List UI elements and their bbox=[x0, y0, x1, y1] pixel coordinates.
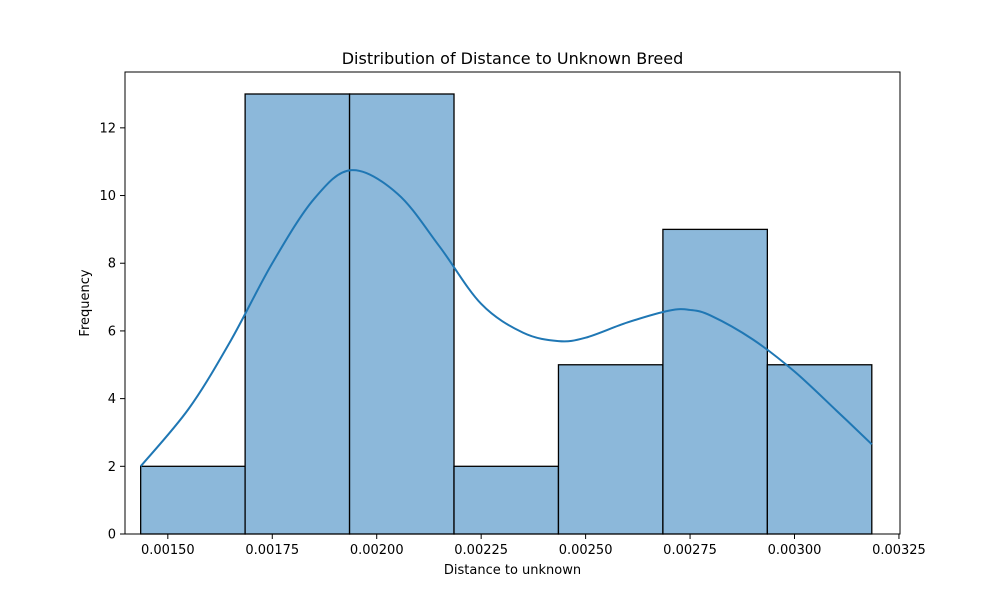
x-tick-label: 0.00325 bbox=[872, 543, 926, 558]
y-tick-label: 2 bbox=[108, 460, 116, 475]
kde-line bbox=[139, 169, 873, 467]
x-tick-label: 0.00150 bbox=[141, 543, 195, 558]
x-tick-label: 0.00225 bbox=[454, 543, 508, 558]
histogram-bar bbox=[766, 364, 873, 535]
bars-group bbox=[140, 93, 873, 535]
histogram-bar bbox=[244, 93, 351, 535]
y-axis-title: Frequency bbox=[78, 269, 93, 336]
x-tick-label: 0.00200 bbox=[350, 543, 404, 558]
y-tick-label: 6 bbox=[108, 324, 116, 339]
chart-title: Distribution of Distance to Unknown Bree… bbox=[342, 49, 684, 68]
x-tick-label: 0.00250 bbox=[559, 543, 613, 558]
y-tick-label: 4 bbox=[108, 392, 116, 407]
axes-frame bbox=[124, 71, 901, 535]
histogram-bar bbox=[662, 228, 769, 535]
y-axis: 0 2 4 6 8 10 12 bbox=[99, 121, 125, 543]
histogram-bar bbox=[140, 465, 246, 535]
x-tick-label: 0.00275 bbox=[663, 543, 717, 558]
x-axis-title: Distance to unknown bbox=[444, 563, 581, 578]
y-tick-label: 10 bbox=[99, 189, 116, 204]
x-axis: 0.00150 0.00175 0.00200 0.00225 0.00250 0.002… bbox=[141, 534, 926, 558]
y-tick-label: 12 bbox=[99, 121, 116, 136]
x-tick-label: 0.00300 bbox=[768, 543, 822, 558]
histogram-bar bbox=[348, 93, 455, 535]
y-tick-label: 8 bbox=[108, 257, 116, 272]
x-tick-label: 0.00175 bbox=[245, 543, 299, 558]
histogram-bar bbox=[453, 465, 560, 535]
histogram-bar bbox=[557, 364, 664, 535]
y-tick-label: 0 bbox=[108, 528, 116, 543]
kde-group bbox=[139, 169, 873, 467]
